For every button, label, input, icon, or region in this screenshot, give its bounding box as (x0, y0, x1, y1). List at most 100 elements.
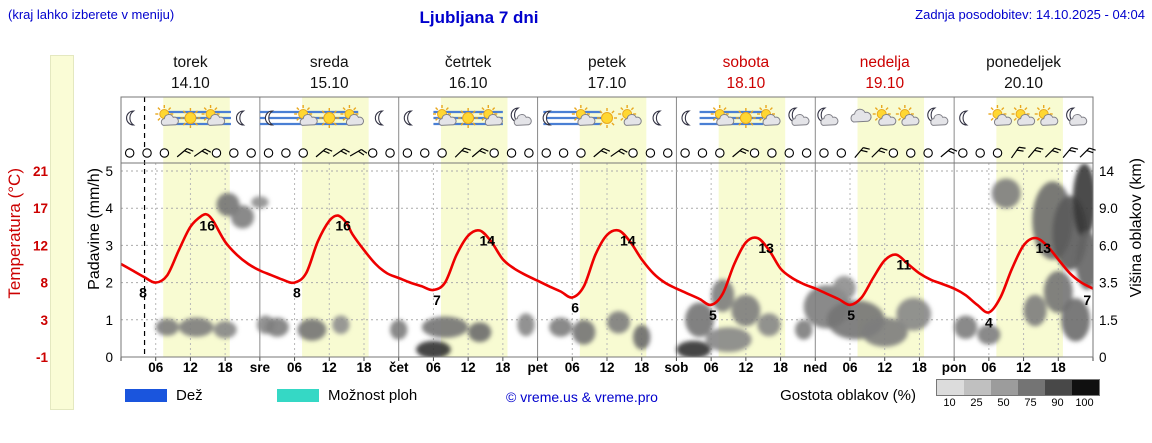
density-tick-label: 90 (1051, 397, 1064, 409)
wind-barb-icon (610, 148, 628, 157)
moon-icon (542, 110, 552, 126)
moon-icon (681, 110, 691, 126)
hour-tick-label: 12 (322, 360, 337, 375)
cloud-density-legend-label: Gostota oblakov (%) (780, 387, 916, 404)
wind-barb-icon (454, 147, 471, 158)
hour-tick-label: 18 (1051, 360, 1067, 375)
cloud-blob (607, 311, 631, 334)
calm-wind-icon (576, 148, 586, 158)
density-tick-label: 10 (943, 397, 956, 409)
temp-axis-tick: 8 (40, 276, 48, 291)
sun-cloud-icon (479, 105, 503, 126)
cloud-axis-tick: 3.5 (1099, 276, 1118, 291)
calm-wind-icon (558, 148, 569, 158)
calm-wind-icon (263, 148, 274, 158)
wind-barb-icon (349, 148, 368, 157)
calm-wind-icon (975, 148, 985, 158)
day-boundary-label: pon (942, 360, 967, 375)
calm-wind-icon (281, 148, 291, 158)
cloud-blob (1043, 270, 1073, 313)
location-hint: (kraj lahko izberete v meniju) (8, 7, 175, 22)
calm-wind-icon (697, 148, 708, 158)
sun-icon (180, 108, 201, 128)
wind-barb-icon (471, 147, 489, 158)
calm-wind-icon (784, 148, 794, 158)
rain-legend-swatch (125, 389, 167, 402)
calm-wind-icon (923, 148, 933, 158)
wind-barb-icon (940, 147, 958, 158)
temperature-value-label: 13 (758, 240, 774, 256)
day-date: 15.10 (310, 75, 349, 92)
cloud-axis-tick: 9.0 (1099, 201, 1118, 216)
calm-wind-icon (367, 148, 378, 158)
calm-wind-icon (298, 148, 308, 158)
cloud-blob (977, 324, 1001, 345)
temperature-value-label: 7 (1083, 292, 1091, 308)
temperature-curve (121, 212, 1093, 314)
cloud-blob (1061, 298, 1091, 342)
sun-icon (735, 108, 756, 128)
sun-cloud-icon (1034, 105, 1059, 126)
calm-wind-icon (159, 148, 170, 158)
moon-icon (403, 110, 414, 126)
copyright-link[interactable]: © vreme.us & vreme.pro (506, 389, 658, 405)
cloud-blob (795, 319, 813, 340)
hour-tick-label: 06 (565, 360, 581, 375)
temperature-value-label: 7 (433, 292, 441, 308)
cloud-blob (265, 317, 289, 337)
cloud-blob (390, 319, 408, 340)
cloud-blob (832, 275, 856, 301)
rain-legend-label: Dež (176, 387, 203, 404)
sun-cloud-icon (340, 105, 365, 126)
wind-barb-icon (332, 148, 350, 157)
calm-wind-icon (992, 148, 1003, 158)
cloud-blob (685, 302, 715, 338)
cloud-blob (896, 297, 932, 331)
density-swatch (1072, 380, 1099, 395)
day-name: torek (173, 54, 208, 71)
hour-tick-label: 06 (981, 360, 997, 375)
density-tick-label: 75 (1024, 397, 1037, 409)
density-tick-label: 100 (1075, 397, 1094, 409)
day-boundary-label: pet (527, 360, 548, 375)
calm-wind-icon (541, 148, 551, 158)
daylight-band (440, 97, 508, 357)
calm-wind-icon (419, 148, 430, 158)
moon-cloud-icon (788, 107, 810, 126)
precip-axis-tick: 5 (105, 164, 113, 179)
temp-axis-tick: 3 (40, 313, 48, 328)
sun-icon (597, 108, 617, 128)
hour-tick-label: 18 (634, 360, 650, 375)
sun-icon (319, 108, 340, 128)
temperature-value-label: 8 (293, 285, 301, 301)
sun-cloud-icon (155, 105, 179, 126)
cloud-blob (1023, 294, 1047, 327)
sun-cloud-icon (294, 105, 318, 126)
cloud-density-tick-labels: 10 25 50 75 90 100 (936, 397, 1098, 409)
day-name: četrtek (445, 54, 492, 71)
wind-barb-icon (315, 147, 333, 158)
cloud-blob (517, 313, 535, 337)
day-name: nedelja (860, 54, 910, 71)
hour-tick-label: 12 (461, 360, 476, 375)
calm-wind-icon (836, 148, 847, 158)
temp-axis-tick: 12 (33, 238, 48, 253)
cloud-blob (230, 205, 255, 229)
calm-wind-icon (628, 148, 638, 158)
day-boundary-label: sre (250, 360, 271, 375)
moon-cloud-icon (510, 107, 532, 126)
calm-wind-icon (801, 148, 812, 158)
temperature-value-label: 16 (335, 218, 351, 234)
temperature-value-label: 11 (896, 257, 911, 273)
showers-legend-swatch (277, 389, 319, 402)
hour-tick-label: 12 (183, 360, 198, 375)
calm-wind-icon (749, 148, 760, 158)
calm-wind-icon (819, 148, 829, 158)
plot-frame (120, 96, 1094, 358)
sun-cloud-icon (618, 105, 642, 126)
cloud-blob (676, 340, 712, 357)
wind-barb-icon (854, 147, 870, 158)
calm-wind-icon (905, 148, 916, 158)
sun-cloud-icon (710, 105, 735, 126)
